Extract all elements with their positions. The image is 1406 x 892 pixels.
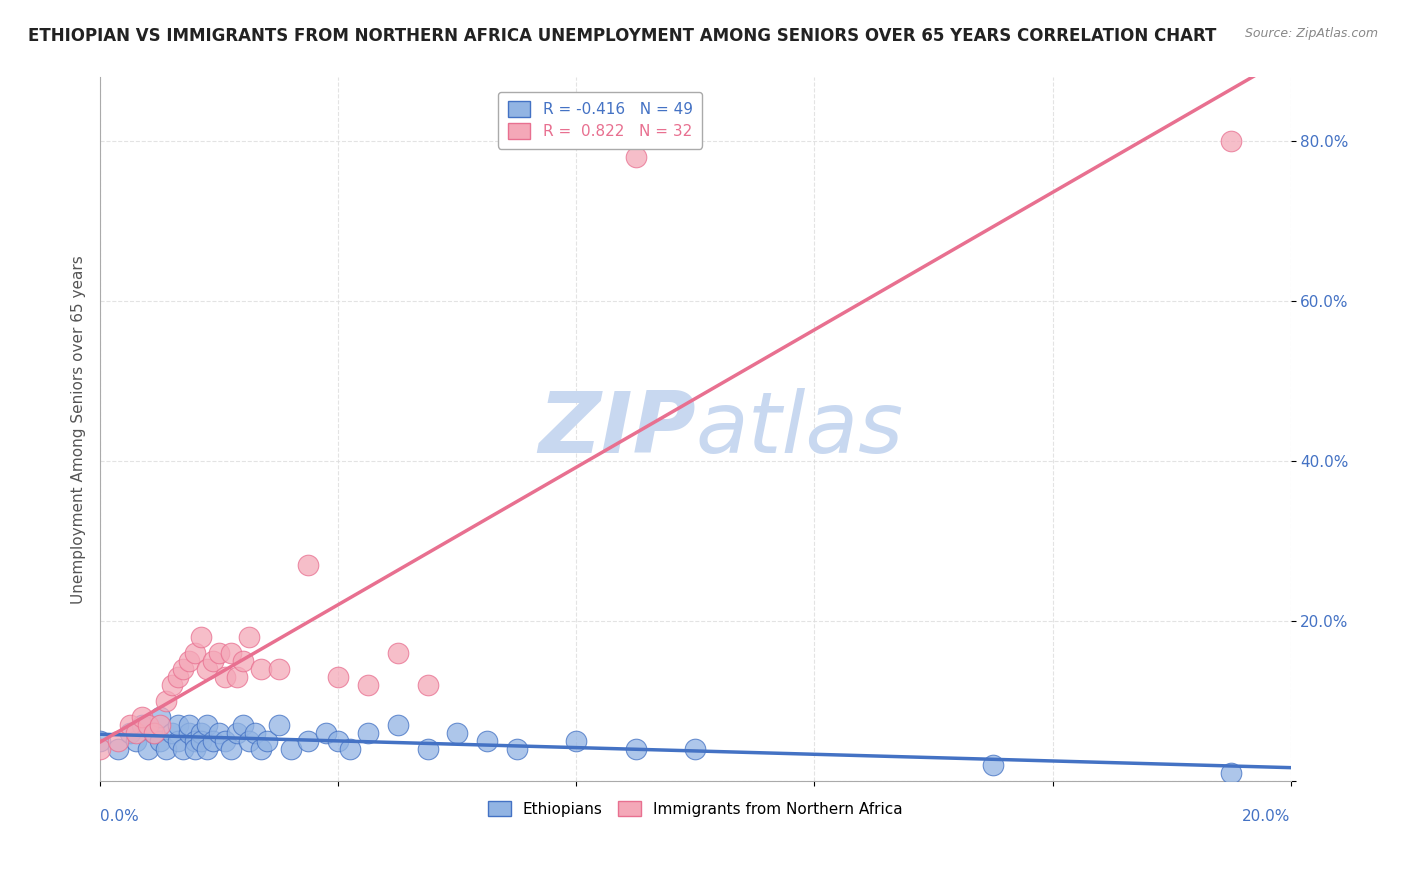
Point [624,150,647,164]
Text: atlas: atlas [696,388,904,471]
Text: ETHIOPIAN VS IMMIGRANTS FROM NORTHERN AFRICA UNEMPLOYMENT AMONG SENIORS OVER 65 : ETHIOPIAN VS IMMIGRANTS FROM NORTHERN AF… [28,27,1216,45]
Point [131,718,153,732]
Point [184,734,207,748]
Point [624,742,647,756]
Point [184,646,207,660]
Legend: Ethiopians, Immigrants from Northern Africa: Ethiopians, Immigrants from Northern Afr… [482,795,910,822]
Point [136,718,159,732]
Y-axis label: Unemployment Among Seniors over 65 years: Unemployment Among Seniors over 65 years [72,255,86,604]
Point [250,742,273,756]
Text: Source: ZipAtlas.com: Source: ZipAtlas.com [1244,27,1378,40]
Point [297,734,319,748]
Point [416,742,439,756]
Point [219,742,242,756]
Point [328,670,350,684]
Point [190,734,212,748]
Point [357,678,380,692]
Point [179,726,201,740]
Point [250,662,273,676]
Point [125,726,148,740]
Point [155,694,177,708]
Point [172,742,194,756]
Point [118,726,141,740]
Point [149,718,172,732]
Point [387,718,409,732]
Point [166,734,188,748]
Point [267,718,290,732]
Point [280,742,302,756]
Point [166,670,188,684]
Point [172,662,194,676]
Point [1220,135,1243,149]
Point [107,734,129,748]
Point [339,742,361,756]
Point [179,654,201,668]
Point [160,678,183,692]
Point [166,718,188,732]
Point [195,662,218,676]
Point [416,678,439,692]
Point [232,654,254,668]
Point [136,742,159,756]
Point [981,758,1004,772]
Point [1220,766,1243,780]
Point [149,710,172,724]
Point [565,734,588,748]
Point [118,718,141,732]
Point [155,742,177,756]
Point [387,646,409,660]
Text: 20.0%: 20.0% [1243,809,1291,824]
Point [219,646,242,660]
Point [267,662,290,676]
Point [238,630,260,644]
Point [685,742,707,756]
Point [226,726,249,740]
Point [202,734,225,748]
Point [202,654,225,668]
Point [160,726,183,740]
Point [297,558,319,573]
Point [475,734,498,748]
Point [89,734,111,748]
Point [446,726,468,740]
Point [190,726,212,740]
Point [149,734,172,748]
Point [328,734,350,748]
Point [506,742,529,756]
Point [89,742,111,756]
Point [226,670,249,684]
Point [214,734,236,748]
Point [184,742,207,756]
Point [243,726,266,740]
Point [208,726,231,740]
Text: 0.0%: 0.0% [100,809,139,824]
Point [195,742,218,756]
Point [131,710,153,724]
Point [142,726,165,740]
Point [238,734,260,748]
Point [315,726,337,740]
Point [179,718,201,732]
Point [214,670,236,684]
Point [256,734,278,748]
Point [232,718,254,732]
Point [142,726,165,740]
Point [125,734,148,748]
Point [107,742,129,756]
Point [357,726,380,740]
Point [208,646,231,660]
Point [190,630,212,644]
Text: ZIP: ZIP [537,388,696,471]
Point [195,718,218,732]
